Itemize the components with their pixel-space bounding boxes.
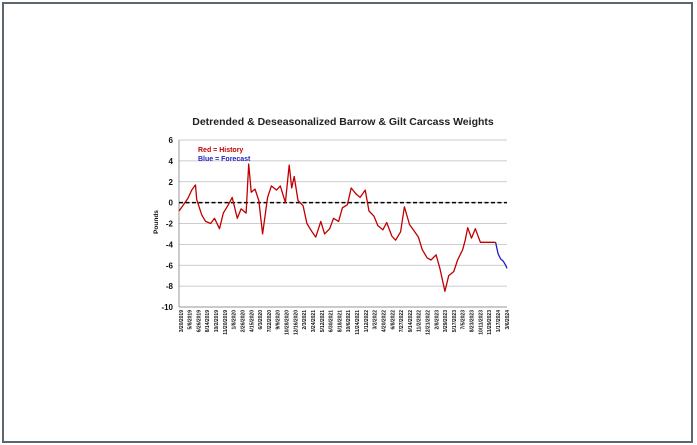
x-tick-label: 8/14/2019: [205, 310, 211, 332]
x-tick-labels: 3/20/2019 5/8/2019 6/26/2019 8/14/2019 10/2/…: [179, 310, 511, 335]
chart-title: Detrended & Deseasonalized Barrow & Gilt…: [192, 116, 494, 128]
x-tick-label: 6/3/2020: [258, 310, 264, 330]
x-tick-label: 11/20/2019: [223, 310, 229, 335]
x-tick-label: 7/22/2020: [267, 310, 273, 332]
x-tick-label: 10/2/2019: [214, 310, 220, 332]
x-tick-label: 10/6/2021: [346, 310, 352, 332]
x-tick-label: 4/15/2020: [249, 310, 255, 332]
y-tick-labels: 6 4 2 0 -2 -4 -6 -8 -10: [161, 136, 173, 312]
y-tick-label: 6: [169, 136, 174, 145]
legend-forecast: Blue = Forecast: [198, 156, 251, 163]
x-tick-label: 9/14/2022: [408, 310, 414, 332]
y-tick-label: -2: [166, 220, 174, 229]
x-tick-label: 6/26/2019: [196, 310, 202, 332]
grid: [178, 139, 507, 308]
x-tick-label: 1/8/2020: [232, 310, 238, 330]
x-tick-label: 5/8/2019: [188, 310, 194, 330]
y-axis-title: Pounds: [153, 210, 160, 234]
x-tick-label: 3/24/2021: [311, 310, 317, 332]
y-tick-label: -8: [166, 282, 174, 291]
x-tick-label: 12/16/2020: [293, 310, 299, 335]
y-tick-label: -10: [161, 303, 173, 312]
x-tick-label: 2/8/2023: [434, 310, 440, 330]
x-tick-label: 1/17/2024: [496, 310, 502, 332]
legend-history: Red = History: [198, 147, 243, 154]
x-tick-label: 11/29/2023: [487, 310, 493, 335]
series: [178, 163, 508, 292]
x-tick-label: 5/17/2023: [452, 310, 458, 332]
x-tick-label: 7/27/2022: [399, 310, 405, 332]
x-tick-label: 11/2/2022: [417, 310, 423, 332]
x-tick-label: 3/29/2023: [443, 310, 449, 332]
x-tick-label: 6/8/2022: [390, 310, 396, 330]
x-tick-label: 10/28/2020: [285, 310, 291, 335]
y-tick-label: 4: [169, 157, 174, 166]
x-tick-label: 3/20/2019: [179, 310, 185, 332]
x-tick-label: 5/12/2021: [320, 310, 326, 332]
x-tick-label: 3/2/2022: [373, 310, 379, 330]
y-tick-label: 0: [169, 199, 174, 208]
y-tick-label: 2: [169, 178, 174, 187]
x-tick-label: 2/3/2021: [302, 310, 308, 330]
x-tick-label: 7/5/2023: [461, 310, 467, 330]
x-tick-label: 8/18/2021: [337, 310, 343, 332]
y-tick-label: -6: [166, 261, 174, 270]
x-tick-label: 9/9/2020: [276, 310, 282, 330]
y-tick-label: -4: [166, 240, 174, 249]
x-tick-label: 1/12/2022: [364, 310, 370, 332]
x-tick-label: 3/6/2024: [505, 310, 511, 330]
x-tick-label: 10/11/2023: [478, 310, 484, 335]
history-series-line: [178, 163, 496, 292]
x-tick-label: 4/20/2022: [381, 310, 387, 332]
x-tick-label: 8/23/2023: [470, 310, 476, 332]
forecast-series-line: [494, 242, 508, 269]
x-tick-label: 2/26/2020: [241, 310, 247, 332]
x-tick-label: 12/21/2022: [426, 310, 432, 335]
x-tick-label: 6/30/2021: [329, 310, 335, 332]
x-tick-label: 11/24/2021: [355, 310, 361, 335]
